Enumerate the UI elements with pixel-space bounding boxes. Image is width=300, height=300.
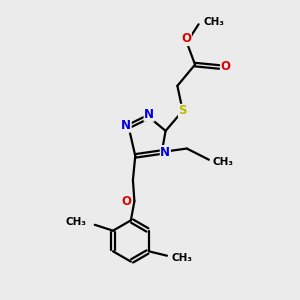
Text: N: N bbox=[144, 108, 154, 121]
Text: S: S bbox=[178, 104, 187, 117]
Text: CH₃: CH₃ bbox=[171, 253, 192, 263]
Text: O: O bbox=[221, 61, 231, 74]
Text: N: N bbox=[121, 119, 131, 132]
Text: CH₃: CH₃ bbox=[212, 157, 233, 167]
Text: N: N bbox=[160, 146, 170, 159]
Text: O: O bbox=[121, 195, 131, 208]
Text: O: O bbox=[181, 32, 191, 46]
Text: CH₃: CH₃ bbox=[203, 17, 224, 27]
Text: CH₃: CH₃ bbox=[65, 218, 86, 227]
